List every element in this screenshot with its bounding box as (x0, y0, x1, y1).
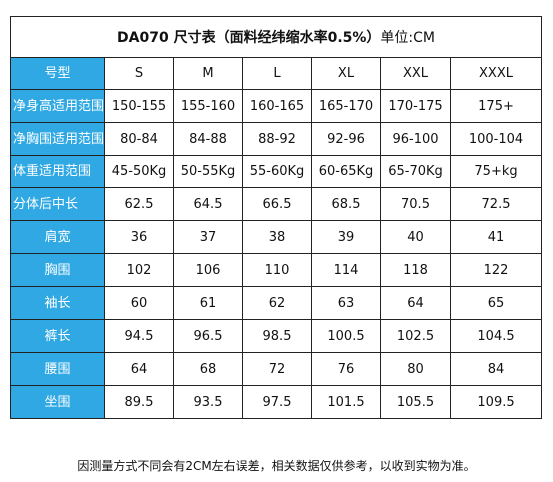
table-cell: 100-104 (449, 122, 543, 156)
table-row: 裤长 94.5 96.5 98.5 100.5 102.5 104.5 (10, 319, 543, 353)
table-cell: 96-100 (380, 122, 451, 156)
table-cell: 61 (173, 286, 243, 320)
table-cell: 110 (242, 253, 312, 287)
size-table: DA070 尺寸表（面料经纬缩水率0.5%）单位:CM 号型 S M L XL … (9, 16, 543, 419)
table-row: 坐围 89.5 93.5 97.5 101.5 105.5 109.5 (10, 385, 543, 419)
table-cell: 75+kg (449, 155, 543, 188)
table-cell: 37 (173, 220, 243, 254)
size-header-row: 号型 S M L XL XXL XXXL (10, 57, 543, 90)
row-label: 胸围 (10, 253, 105, 287)
table-row: 净身高适用范围 150-155 155-160 160-165 165-170 … (10, 89, 543, 123)
table-cell: 94.5 (104, 319, 174, 353)
row-label: 体重适用范围 (10, 155, 105, 188)
table-cell: 118 (380, 253, 451, 287)
table-cell: 88-92 (242, 122, 312, 156)
table-cell: 80 (380, 352, 451, 386)
table-cell: 76 (311, 352, 381, 386)
table-cell: 68 (173, 352, 243, 386)
table-cell: 170-175 (380, 89, 451, 123)
table-cell: 39 (311, 220, 381, 254)
table-row: 体重适用范围 45-50Kg 50-55Kg 55-60Kg 60-65Kg 6… (10, 155, 543, 188)
size-header: XXXL (449, 57, 543, 90)
table-cell: 114 (311, 253, 381, 287)
table-cell: 104.5 (449, 319, 543, 353)
table-cell: 72 (242, 352, 312, 386)
table-cell: 93.5 (173, 385, 243, 419)
table-cell: 165-170 (311, 89, 381, 123)
table-cell: 65-70Kg (380, 155, 451, 188)
table-cell: 101.5 (311, 385, 381, 419)
table-row: 腰围 64 68 72 76 80 84 (10, 352, 543, 386)
table-cell: 40 (380, 220, 451, 254)
table-cell: 89.5 (104, 385, 174, 419)
size-chart: DA070 尺寸表（面料经纬缩水率0.5%）单位:CM 号型 S M L XL … (9, 16, 543, 419)
row-label: 坐围 (10, 385, 105, 419)
table-cell: 92-96 (311, 122, 381, 156)
table-cell: 64 (104, 352, 174, 386)
size-header: S (104, 57, 174, 90)
size-header: M (173, 57, 243, 90)
table-cell: 175+ (449, 89, 543, 123)
row-label: 净胸围适用范围 (10, 122, 105, 156)
table-cell: 150-155 (104, 89, 174, 123)
title-row: DA070 尺寸表（面料经纬缩水率0.5%）单位:CM (9, 16, 543, 58)
table-row: 净胸围适用范围 80-84 84-88 88-92 92-96 96-100 1… (10, 122, 543, 156)
title-unit: 单位:CM (380, 30, 435, 46)
table-cell: 96.5 (173, 319, 243, 353)
table-cell: 100.5 (311, 319, 381, 353)
table-cell: 66.5 (242, 187, 312, 221)
table-cell: 109.5 (449, 385, 543, 419)
table-cell: 80-84 (104, 122, 174, 156)
table-cell: 63 (311, 286, 381, 320)
table-cell: 98.5 (242, 319, 312, 353)
table-cell: 41 (449, 220, 543, 254)
row-label: 分体后中长 (10, 187, 105, 221)
table-cell: 60 (104, 286, 174, 320)
table-cell: 50-55Kg (173, 155, 243, 188)
table-cell: 84-88 (173, 122, 243, 156)
table-cell: 60-65Kg (311, 155, 381, 188)
table-cell: 38 (242, 220, 312, 254)
table-cell: 62 (242, 286, 312, 320)
table-cell: 106 (173, 253, 243, 287)
table-cell: 64.5 (173, 187, 243, 221)
table-row: 胸围 102 106 110 114 118 122 (10, 253, 543, 287)
table-cell: 55-60Kg (242, 155, 312, 188)
row-label: 净身高适用范围 (10, 89, 105, 123)
table-cell: 62.5 (104, 187, 174, 221)
table-cell: 160-165 (242, 89, 312, 123)
table-cell: 64 (380, 286, 451, 320)
table-cell: 102.5 (380, 319, 451, 353)
table-cell: 45-50Kg (104, 155, 174, 188)
table-cell: 97.5 (242, 385, 312, 419)
table-cell: 72.5 (449, 187, 543, 221)
table-cell: 70.5 (380, 187, 451, 221)
table-cell: 122 (449, 253, 543, 287)
title-main: DA070 尺寸表（面料经纬缩水率0.5%） (117, 30, 381, 46)
size-header: XL (311, 57, 381, 90)
disclaimer-note: 因测量方式不同会有2CM左右误差，相关数据仅供参考，以收到实物为准。 (77, 459, 476, 473)
row-label: 裤长 (10, 319, 105, 353)
table-row: 袖长 60 61 62 63 64 65 (10, 286, 543, 320)
table-cell: 65 (449, 286, 543, 320)
row-label: 袖长 (10, 286, 105, 320)
table-row: 分体后中长 62.5 64.5 66.5 68.5 70.5 72.5 (10, 187, 543, 221)
header-label: 号型 (10, 57, 105, 90)
table-cell: 68.5 (311, 187, 381, 221)
row-label: 肩宽 (10, 220, 105, 254)
row-label: 腰围 (10, 352, 105, 386)
size-header: XXL (380, 57, 451, 90)
table-cell: 36 (104, 220, 174, 254)
table-cell: 84 (449, 352, 543, 386)
table-row: 肩宽 36 37 38 39 40 41 (10, 220, 543, 254)
size-header: L (242, 57, 312, 90)
table-title: DA070 尺寸表（面料经纬缩水率0.5%）单位:CM (9, 16, 543, 58)
table-cell: 155-160 (173, 89, 243, 123)
table-cell: 102 (104, 253, 174, 287)
table-cell: 105.5 (380, 385, 451, 419)
